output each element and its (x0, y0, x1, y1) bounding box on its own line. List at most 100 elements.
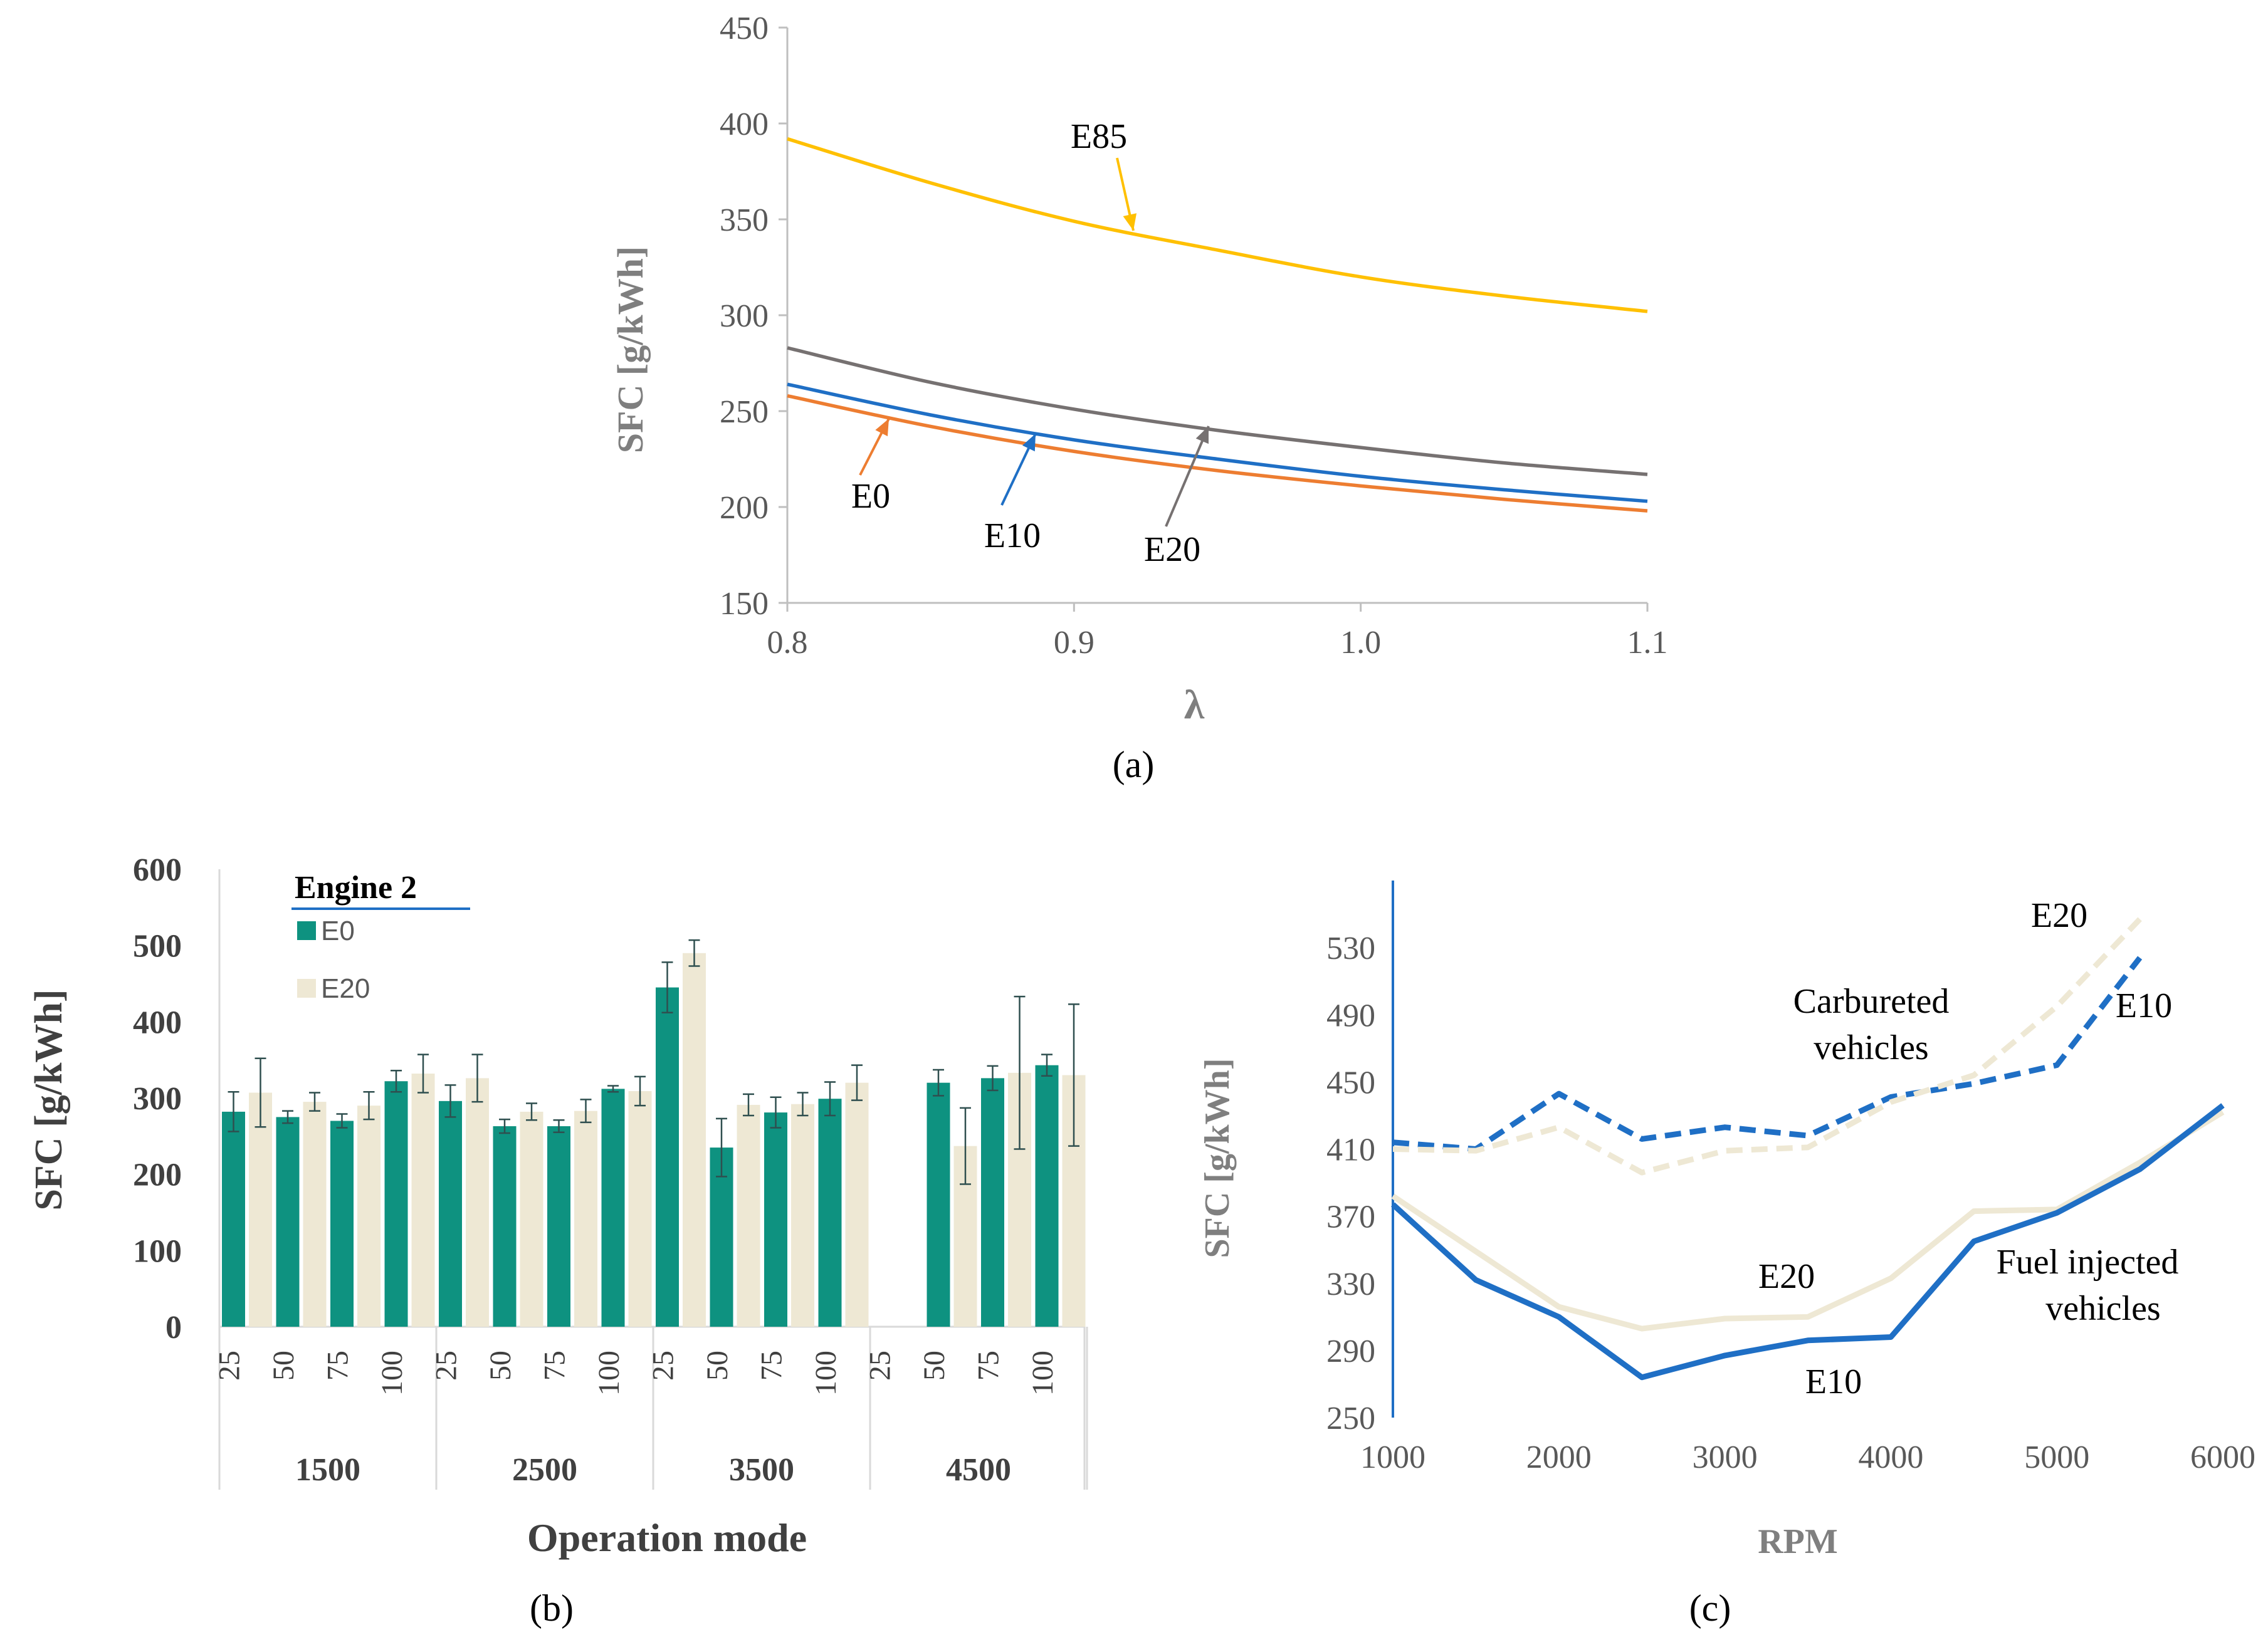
panel-b-bar-e0 (764, 1112, 787, 1327)
panel-b-y-tick-label: 400 (133, 1005, 182, 1040)
panel-b-bar-e20 (303, 1102, 327, 1327)
panel-a-arrow-e10-head (1022, 434, 1036, 452)
panel-b-bar-e0 (927, 1082, 950, 1327)
panel-b-bar-e20 (628, 1091, 652, 1327)
panel-b-y-tick-label: 200 (133, 1158, 182, 1193)
panel-a-x-tick-label: 0.8 (767, 625, 808, 661)
panel-a-y-tick-label: 400 (720, 107, 769, 142)
panel-b-bar-e0 (981, 1078, 1004, 1327)
panel-b-bar-e20 (249, 1092, 272, 1327)
panel-b-bar-e0 (1035, 1065, 1059, 1327)
panel-c-label-e20-carbureted: E20 (2031, 896, 2087, 935)
panel-b-x-tick-label: 25 (213, 1351, 246, 1381)
panel-b-group-label: 3500 (729, 1452, 794, 1488)
panel-a-y-tick-label: 150 (720, 586, 769, 622)
panel-b-x-tick-label: 50 (918, 1351, 951, 1381)
panel-b-bar-e0 (547, 1126, 570, 1327)
panel-b-legend-e0: E0 (321, 916, 355, 946)
panel-b-bar-e0 (601, 1089, 625, 1327)
panel-b-y-tick-label: 300 (133, 1081, 182, 1117)
panel-a-arrow-e0-head (875, 419, 889, 437)
panel-b-bar-e0 (330, 1121, 354, 1327)
panel-c-x-tick-label: 5000 (2024, 1440, 2089, 1475)
panel-b-legend-title: Engine 2 (295, 870, 417, 906)
panel-a-caption: (a) (1113, 744, 1155, 785)
panel-c-x-axis-label: RPM (1758, 1522, 1838, 1561)
panel-b-bar-e0 (656, 987, 679, 1327)
panel-a-x-tick-label: 0.9 (1054, 625, 1095, 661)
panel-b-bar-e20 (737, 1104, 760, 1327)
panel-b-y-tick-label: 500 (133, 929, 182, 965)
panel-c-y-tick-label: 370 (1326, 1200, 1375, 1235)
panel-b-bar-e0 (222, 1111, 245, 1327)
panel-b-legend-swatch-e0 (297, 921, 316, 940)
panel-a-line-e20 (787, 346, 1648, 476)
panel-c-y-tick-label: 250 (1326, 1401, 1375, 1436)
panel-b-y-axis-label: SFC [g/kWh] (28, 989, 70, 1210)
panel-b-x-tick-label: 75 (755, 1351, 788, 1381)
panel-b-bar-e20 (466, 1078, 489, 1327)
panel-a-arrow-e85-head (1123, 213, 1137, 231)
panel-b-group-label: 2500 (512, 1452, 577, 1488)
panel-a-line-chart: 150 200 250 300 350 400 450 0.8 0.9 1.0 1.1 SFC [g… (610, 11, 1668, 785)
panel-c-label-injected-line2: vehicles (2045, 1289, 2160, 1328)
panel-c-label-carbureted-line2: vehicles (1814, 1028, 1928, 1067)
panel-b-x-tick-label: 75 (972, 1351, 1005, 1381)
panel-c-y-tick-label: 530 (1326, 931, 1375, 966)
panel-c-label-injected-line1: Fuel injected (1997, 1243, 2179, 1282)
panel-a-x-tick-label: 1.0 (1340, 625, 1381, 661)
panel-c-y-tick-label: 330 (1326, 1267, 1375, 1302)
panel-b-bar-e0 (384, 1081, 408, 1327)
panel-b-bar-chart: 0 100 200 300 400 500 600 25 50 75 100 25 50 75 100 25 5… (28, 852, 1088, 1629)
panel-b-group-label: 4500 (946, 1452, 1011, 1488)
panel-c-line-chart: 250 290 330 370 410 450 490 530 1000 2000 3000 4000… (1198, 881, 2255, 1629)
panel-b-legend: Engine 2 E0 E20 (291, 870, 470, 1004)
panel-c-y-tick-label: 410 (1326, 1132, 1375, 1168)
panel-c-y-axis-label: SFC [g/kWh] (1198, 1059, 1237, 1258)
panel-a-x-axis-label: λ (1184, 682, 1205, 728)
panel-c-y-tick-label: 490 (1326, 998, 1375, 1033)
panel-c-label-e20-injected: E20 (1758, 1257, 1815, 1296)
panel-b-bar-e20 (520, 1111, 543, 1327)
panel-a-y-tick-label: 200 (720, 490, 769, 526)
panel-b-bar-e20 (791, 1104, 814, 1327)
panel-a-arrow-e20-head (1195, 426, 1209, 444)
panel-b-bar-e20 (845, 1082, 869, 1327)
panel-b-x-tick-label: 75 (538, 1351, 571, 1381)
panel-b-y-tick-label: 600 (133, 852, 182, 888)
panel-c-line-e10-carbureted (1392, 956, 2143, 1152)
panel-b-bar-e0 (818, 1099, 842, 1327)
panel-c-x-tick-label: 6000 (2190, 1440, 2255, 1475)
panel-b-legend-e20: E20 (321, 973, 370, 1004)
panel-c-caption: (c) (1689, 1587, 1731, 1629)
panel-b-bar-e20 (357, 1106, 381, 1327)
panel-b-x-tick-label: 25 (646, 1351, 680, 1381)
panel-b-x-tick-label: 75 (321, 1351, 354, 1381)
panel-c-x-tick-label: 4000 (1858, 1440, 1923, 1475)
panel-b-caption: (b) (530, 1587, 574, 1629)
panel-a-x-tick-label: 1.1 (1627, 625, 1668, 661)
panel-b-x-tick-label: 100 (592, 1351, 626, 1396)
panel-a-label-e0: E0 (851, 477, 890, 516)
panel-a-label-e10: E10 (984, 516, 1041, 555)
panel-a-y-tick-label: 450 (720, 11, 769, 46)
panel-a-y-tick-label: 250 (720, 394, 769, 430)
panel-c-x-tick-label: 1000 (1360, 1440, 1425, 1475)
panel-b-y-tick-label: 100 (133, 1233, 182, 1269)
panel-b-bar-e20 (683, 953, 706, 1327)
panel-b-x-axis-label: Operation mode (527, 1515, 807, 1560)
panel-b-bar-e0 (276, 1117, 300, 1327)
panel-b-x-tick-label: 25 (429, 1351, 463, 1381)
panel-a-label-e85: E85 (1071, 117, 1127, 156)
panel-c-y-tick-label: 450 (1326, 1065, 1375, 1100)
panel-b-x-tick-label: 100 (809, 1351, 843, 1396)
panel-b-bar-e20 (574, 1111, 597, 1327)
panel-c-x-tick-label: 3000 (1693, 1440, 1758, 1475)
panel-b-bar-e20 (411, 1074, 435, 1327)
panel-b-x-tick-label: 100 (375, 1351, 409, 1396)
panel-a-label-e20: E20 (1144, 530, 1200, 569)
panel-b-group-label: 1500 (295, 1452, 360, 1488)
panel-c-x-tick-label: 2000 (1526, 1440, 1592, 1475)
panel-b-x-tick-label: 50 (701, 1351, 734, 1381)
